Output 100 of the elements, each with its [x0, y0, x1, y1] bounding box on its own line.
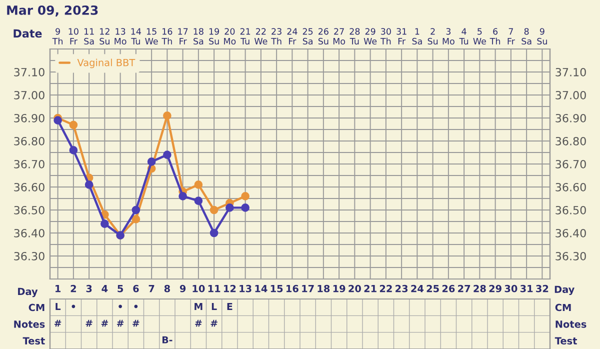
x-tick-label: 5 We	[473, 28, 486, 45]
x-tick-label: 24 Fr	[287, 28, 298, 44]
x-tick-label: 25 Sa	[302, 28, 313, 45]
point	[69, 120, 78, 130]
point	[210, 228, 218, 238]
x-tick-label: 6	[133, 284, 139, 292]
x-tick-label: 28	[474, 284, 486, 292]
x-tick-label: 2	[70, 284, 76, 292]
x-tick-label: 24	[411, 284, 424, 292]
y-tick-label: 36.40	[14, 228, 44, 238]
x-tick-label: 15 We	[145, 28, 158, 45]
x-tick-label: 14 Tu	[131, 28, 142, 45]
point	[69, 146, 78, 154]
x-tick-label: 14	[255, 285, 268, 292]
x-tick-label: 32	[536, 284, 548, 292]
x-tick-label: 23 Th	[271, 28, 282, 44]
point	[54, 116, 62, 124]
y-tick-label: 37.00	[14, 90, 44, 100]
x-tick-label: 30 Th	[380, 28, 391, 44]
x-tick-label: 7	[148, 285, 154, 292]
point	[163, 150, 172, 159]
point	[132, 215, 140, 224]
point	[178, 192, 187, 200]
x-tick-label: 11 Sa	[84, 28, 94, 45]
text: •	[118, 304, 122, 308]
x-tick-label: 4 Tu	[459, 28, 468, 45]
point	[147, 158, 156, 166]
x-tick-label: 9 Th	[52, 28, 63, 44]
text: •	[134, 304, 138, 308]
y-tick-label: 36.80	[14, 136, 44, 146]
text: B-	[162, 336, 172, 344]
x-tick-label: 3 Mo	[442, 28, 454, 45]
x-tick-label: 25	[426, 284, 439, 292]
x-tick-label: 3	[86, 284, 92, 292]
x-tick-label: 31 Fr	[396, 28, 406, 44]
x-axis-title: Day	[18, 288, 38, 298]
point	[84, 180, 94, 189]
y-tick-label: 36.50	[14, 206, 44, 214]
text: L	[212, 303, 217, 310]
x-tick-label: 15	[270, 285, 283, 292]
x-tick-label: 6 Th	[490, 28, 500, 44]
y-tick-label: Notes	[556, 320, 586, 328]
x-tick-label: 10 Fr	[68, 28, 78, 44]
text: #	[210, 320, 218, 327]
x-tick-label: 18 Sa	[194, 28, 204, 45]
text: #	[116, 320, 124, 327]
x-tick-label: 9	[180, 284, 186, 292]
x-tick-label: 29	[489, 284, 502, 292]
x-tick-label: 22	[380, 284, 392, 292]
text: #	[132, 320, 140, 327]
x-tick-label: 26	[442, 284, 455, 292]
x-tick-label: 1 Sa	[412, 28, 422, 45]
y-tick-label: 37.10	[14, 68, 44, 76]
y-tick-label: Test	[554, 337, 578, 344]
point	[163, 112, 172, 120]
x-tick-label: 27	[458, 284, 470, 292]
x-tick-label: 13	[240, 284, 252, 292]
x-tick-label: 23	[396, 284, 408, 292]
y-tick-label: 36.70	[14, 160, 44, 168]
point	[241, 192, 250, 200]
chart-title: Mar 09, 2023	[7, 5, 98, 17]
x-tick-label: 21	[364, 284, 376, 292]
x-tick-label: 4	[102, 285, 108, 292]
x-tick-label: 20 Mo	[224, 28, 236, 45]
x-tick-label: 8 Sa	[522, 28, 532, 45]
x-tick-label: 19 Su	[209, 28, 220, 45]
x-tick-label: 18	[318, 284, 330, 292]
text: L	[56, 303, 61, 310]
x-tick-label: 22 We	[254, 28, 268, 45]
point	[194, 180, 203, 189]
legend-label: Vaginal BBT	[77, 58, 136, 68]
x-tick-label: 9 Su	[537, 28, 547, 45]
x-tick-label: 8	[164, 284, 170, 292]
x-tick-label: 12	[224, 284, 236, 292]
point	[241, 204, 250, 212]
x-tick-label: 16	[286, 284, 298, 292]
x-tick-label: 30	[504, 284, 518, 292]
point	[210, 206, 218, 214]
point	[226, 204, 234, 212]
x-tick-label: 21 Tu	[240, 28, 250, 45]
y-tick-label: CM	[555, 304, 571, 312]
x-tick-label: 12 Su	[100, 28, 110, 45]
x-tick-label: 7 Fr	[508, 28, 515, 44]
x-tick-label: 31	[520, 284, 533, 292]
x-tick-label: 26 Su	[318, 28, 328, 45]
x-tick-label: 19	[333, 284, 346, 292]
x-tick-label: 29 We	[364, 28, 377, 45]
text: #	[86, 320, 92, 327]
y-tick-label: 36.30	[14, 252, 44, 260]
x-tick-label: 11	[208, 285, 220, 292]
x-tick-label: 13 Mo	[114, 28, 126, 45]
point	[132, 206, 140, 214]
text: E	[227, 303, 232, 310]
text: M	[194, 303, 202, 310]
x-axis-title: Date	[14, 29, 42, 38]
x-tick-label: 17 Fr	[178, 28, 188, 44]
text: •	[72, 304, 76, 308]
x-tick-label: 2 Su	[428, 28, 438, 45]
y-tick-label: 36.60	[14, 182, 44, 192]
x-tick-label: 17	[302, 285, 314, 292]
